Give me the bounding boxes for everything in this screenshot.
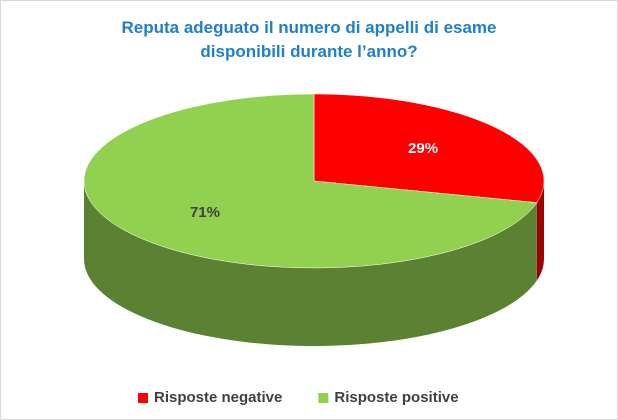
legend-label: Risposte negative (154, 389, 282, 406)
chart-title: Reputa adeguato il numero di appelli di … (121, 18, 497, 61)
data-label: 71% (190, 204, 220, 221)
pie-slice (313, 93, 545, 203)
pie-side (536, 181, 544, 281)
pie-slice (83, 93, 538, 269)
pie-side (84, 181, 537, 346)
legend-label: Risposte positive (334, 389, 458, 406)
data-label: 29% (408, 140, 438, 157)
legend-swatch (318, 393, 329, 403)
legend-swatch (138, 393, 148, 403)
